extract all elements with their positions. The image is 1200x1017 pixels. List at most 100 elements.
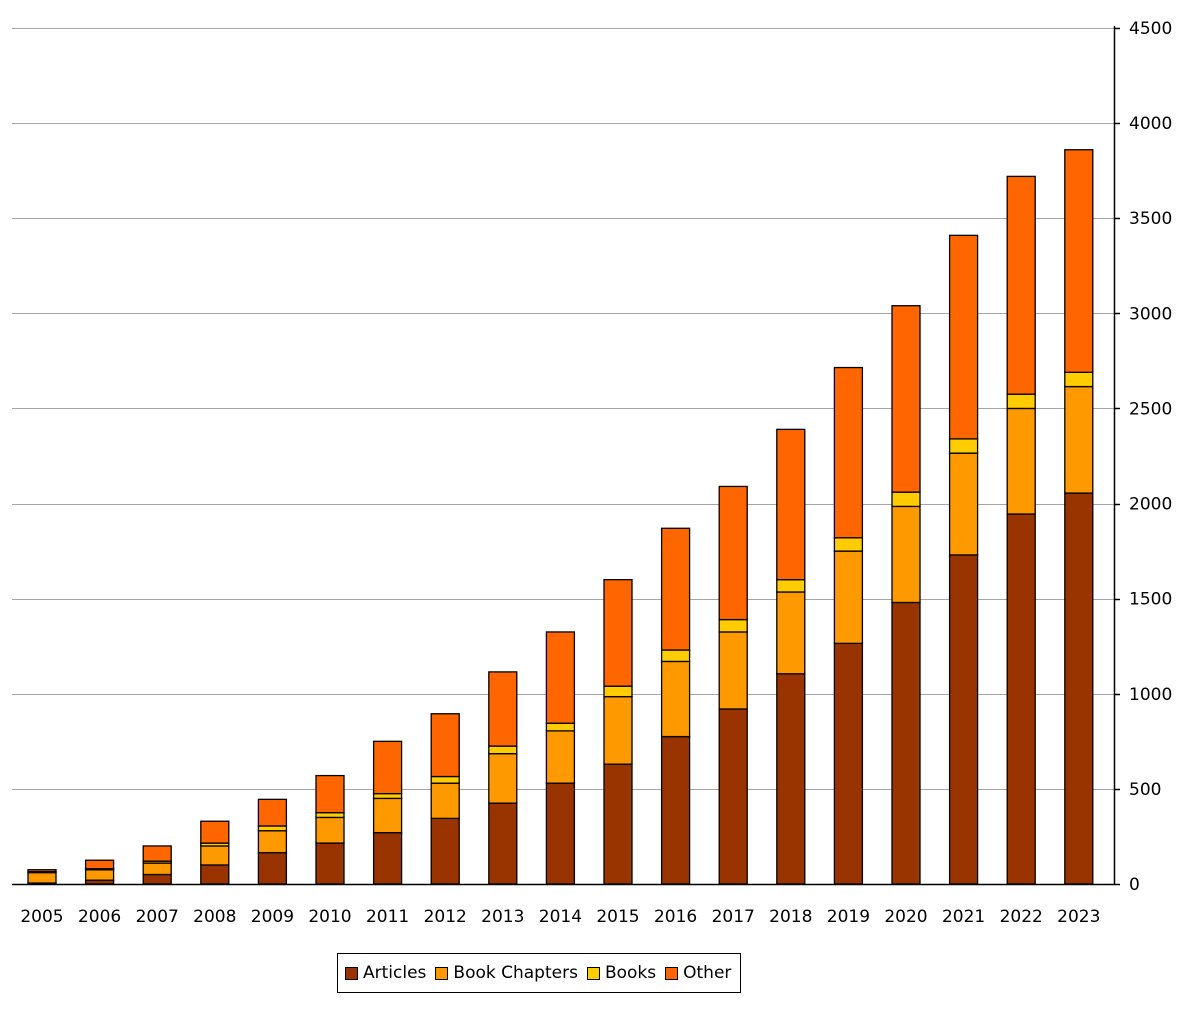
bar-segment-books bbox=[372, 792, 403, 800]
bar-segment-books bbox=[488, 745, 518, 755]
legend-label: Other bbox=[683, 963, 732, 983]
x-tick-label: 2007 bbox=[136, 907, 179, 927]
bar-segment-books bbox=[603, 685, 633, 698]
bar-segment-other bbox=[545, 631, 576, 724]
bar-segment-book-chapters bbox=[660, 660, 691, 738]
x-tick-label: 2018 bbox=[769, 907, 812, 927]
bar-segment-articles bbox=[948, 554, 979, 885]
bar-segment-other bbox=[142, 845, 172, 862]
x-tick-label: 2020 bbox=[884, 907, 927, 927]
bar-segment-books bbox=[891, 491, 921, 508]
bar-segment-articles bbox=[1006, 513, 1036, 885]
bar-segment-other bbox=[84, 859, 115, 870]
bar-segment-other bbox=[948, 234, 979, 440]
x-tick-label: 2010 bbox=[308, 907, 351, 927]
bar-segment-articles bbox=[776, 673, 806, 885]
bar-segment-books bbox=[776, 578, 806, 593]
bar-segment-other bbox=[1006, 175, 1036, 395]
y-tick-label: 2000 bbox=[1129, 495, 1172, 515]
bar-segment-articles bbox=[891, 601, 921, 885]
y-tick-label: 4000 bbox=[1129, 114, 1172, 134]
bar-segment-book-chapters bbox=[488, 753, 518, 804]
gridlines bbox=[12, 28, 1114, 790]
x-tick-label: 2012 bbox=[424, 907, 467, 927]
y-tick-label: 0 bbox=[1129, 875, 1140, 895]
bar-segment-other bbox=[603, 578, 633, 687]
bars bbox=[27, 149, 1094, 885]
y-tick-label: 1500 bbox=[1129, 590, 1172, 610]
bar-segment-book-chapters bbox=[545, 730, 576, 784]
x-tick-label: 2022 bbox=[1000, 907, 1043, 927]
x-tick-label: 2021 bbox=[942, 907, 985, 927]
x-tick-label: 2023 bbox=[1057, 907, 1100, 927]
bar-segment-book-chapters bbox=[948, 452, 979, 556]
x-tick-label: 2013 bbox=[481, 907, 524, 927]
bar-segment-book-chapters bbox=[776, 591, 806, 675]
legend-swatch bbox=[345, 966, 358, 980]
x-tick-label: 2016 bbox=[654, 907, 697, 927]
legend-item-book-chapters: Book Chapters bbox=[435, 963, 578, 983]
legend-swatch bbox=[586, 966, 600, 980]
bar-segment-articles bbox=[1064, 492, 1094, 885]
y-tick-label: 3500 bbox=[1129, 209, 1172, 229]
bar-segment-books bbox=[430, 775, 460, 784]
x-tick-label: 2009 bbox=[251, 907, 294, 927]
x-tick-labels: 2005 2006 2007 2008 2009 2010 2011 2012 2013 2014… bbox=[20, 907, 1100, 927]
legend-label: Articles bbox=[363, 963, 427, 983]
bar-segment-book-chapters bbox=[142, 862, 172, 876]
x-tick-label: 2014 bbox=[539, 907, 582, 927]
bar-segment-other bbox=[430, 713, 460, 778]
x-tick-label: 2017 bbox=[712, 907, 755, 927]
x-tick-label: 2019 bbox=[827, 907, 870, 927]
x-tick-label: 2006 bbox=[78, 907, 121, 927]
bar-segment-books bbox=[660, 649, 691, 663]
legend-label: Book Chapters bbox=[453, 963, 578, 983]
y-tick-label: 3000 bbox=[1129, 304, 1172, 324]
x-tick-label: 2015 bbox=[596, 907, 639, 927]
bar-segment-articles bbox=[142, 873, 172, 885]
bar-segment-books bbox=[545, 722, 576, 732]
x-tick-label: 2011 bbox=[366, 907, 409, 927]
bar-segment-other bbox=[660, 527, 691, 651]
legend: Articles Book Chapters Books Other bbox=[337, 953, 742, 993]
bar-segment-other bbox=[372, 740, 403, 795]
legend-swatch bbox=[435, 966, 449, 980]
bar-segment-books bbox=[1064, 371, 1094, 388]
bar-segment-other bbox=[891, 305, 921, 493]
bar-segment-books bbox=[718, 618, 748, 633]
y-tick-label: 2500 bbox=[1129, 399, 1172, 419]
bar-segment-book-chapters bbox=[718, 631, 748, 710]
bar-segment-book-chapters bbox=[1006, 407, 1036, 515]
y-tick-label: 1000 bbox=[1129, 685, 1172, 705]
y-tick-labels: 0 500 1000 1500 2000 2500 3000 3500 4000 4500 bbox=[1129, 19, 1172, 895]
bar-segment-book-chapters bbox=[1064, 385, 1094, 494]
bar-segment-book-chapters bbox=[891, 505, 921, 604]
bar-segment-books bbox=[948, 438, 979, 454]
bar-segment-other bbox=[718, 485, 748, 621]
bar-segment-articles bbox=[257, 851, 288, 885]
y-tick-label: 500 bbox=[1129, 780, 1161, 800]
bar-segment-book-chapters bbox=[315, 816, 345, 844]
bar-segment-books bbox=[257, 825, 288, 832]
legend-item-articles: Articles bbox=[345, 963, 426, 983]
legend-label: Books bbox=[604, 963, 657, 983]
bar-segment-other bbox=[833, 366, 864, 539]
legend-swatch bbox=[665, 966, 679, 980]
bar-segment-book-chapters bbox=[27, 871, 57, 884]
y-tick-label: 4500 bbox=[1129, 19, 1172, 39]
bar-segment-other bbox=[488, 671, 518, 747]
bar-segment-book-chapters bbox=[372, 797, 403, 834]
bar-segment-articles bbox=[372, 831, 403, 885]
bar-segment-other bbox=[257, 798, 288, 827]
axes bbox=[12, 26, 1120, 886]
bar-segment-book-chapters bbox=[833, 550, 864, 645]
bar-segment-articles bbox=[660, 735, 691, 885]
bar-segment-book-chapters bbox=[257, 830, 288, 854]
bar-segment-books bbox=[833, 537, 864, 552]
bar-segment-other bbox=[1064, 149, 1094, 373]
bar-segment-articles bbox=[488, 802, 518, 885]
bar-segment-other bbox=[776, 428, 806, 581]
bar-segment-articles bbox=[545, 782, 576, 885]
bar-segment-other bbox=[315, 774, 345, 814]
x-tick-label: 2008 bbox=[193, 907, 236, 927]
